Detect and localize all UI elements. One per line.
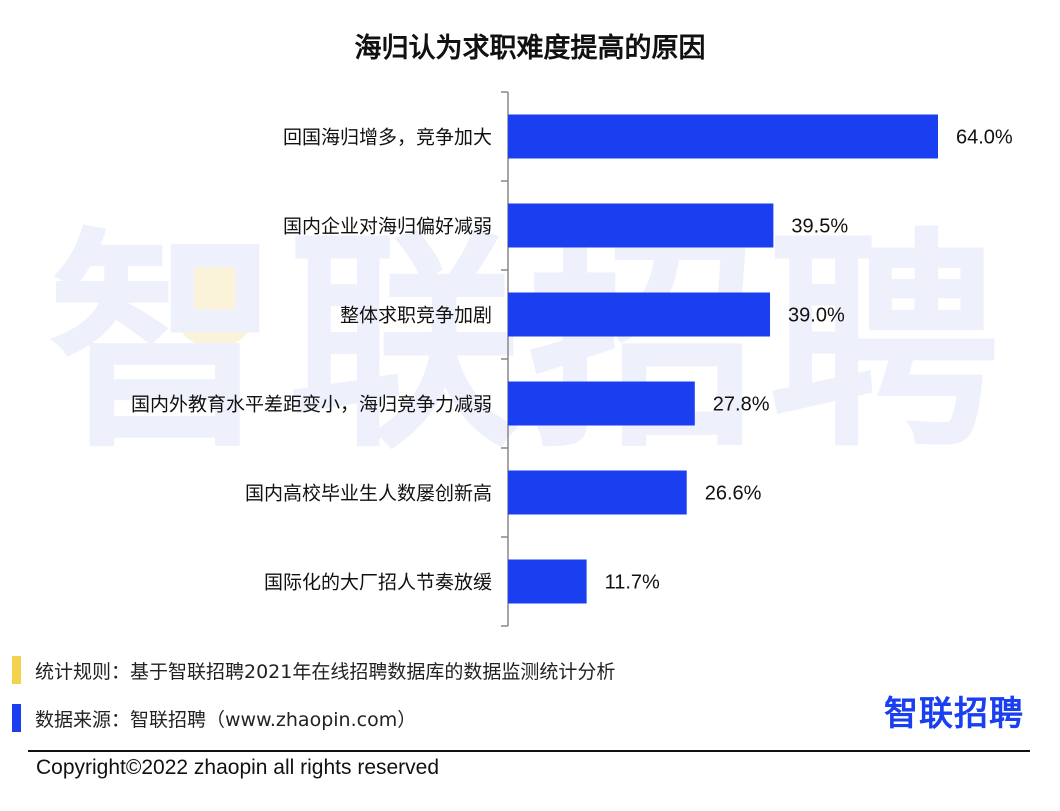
watermark-dot xyxy=(172,262,258,348)
bar xyxy=(508,470,687,515)
data-label: 39.5% xyxy=(791,216,848,238)
bar xyxy=(508,381,695,426)
footer-divider xyxy=(28,750,1030,752)
bar-chart: 回国海归增多，竞争加大 64.0% 国内企业对海归偏好减弱 39.5% 整体求职竞争加剧… xyxy=(131,91,1013,627)
category-label: 国内外教育水平差距变小，海归竞争力减弱 xyxy=(131,394,492,416)
zhaopin-logo: 智联招聘 xyxy=(884,694,1024,734)
category-label: 回国海归增多，竞争加大 xyxy=(283,127,492,149)
data-label: 64.0% xyxy=(956,127,1013,149)
bar xyxy=(508,292,771,337)
bar xyxy=(508,114,938,159)
bar xyxy=(508,559,587,604)
data-label: 39.0% xyxy=(788,305,845,327)
source-note: 数据来源：智联招聘（www.zhaopin.com） xyxy=(12,704,416,732)
copyright-text: Copyright©2022 zhaopin all rights reserv… xyxy=(36,756,440,779)
category-label: 整体求职竞争加剧 xyxy=(340,305,492,327)
rule-swatch xyxy=(12,656,21,684)
bar xyxy=(508,203,774,248)
rule-note: 统计规则：基于智联招聘2021年在线招聘数据库的数据监测统计分析 xyxy=(12,656,615,684)
data-label: 27.8% xyxy=(713,394,770,416)
source-swatch xyxy=(12,704,21,732)
category-label: 国际化的大厂招人节奏放缓 xyxy=(264,572,492,594)
source-note-text: 数据来源：智联招聘（www.zhaopin.com） xyxy=(35,708,417,731)
category-label: 国内企业对海归偏好减弱 xyxy=(283,216,492,238)
data-label: 26.6% xyxy=(705,483,762,505)
data-label: 11.7% xyxy=(605,572,660,594)
category-label: 国内高校毕业生人数屡创新高 xyxy=(245,483,492,505)
chart-title: 海归认为求职难度提高的原因 xyxy=(354,33,706,64)
rule-note-text: 统计规则：基于智联招聘2021年在线招聘数据库的数据监测统计分析 xyxy=(35,660,616,683)
